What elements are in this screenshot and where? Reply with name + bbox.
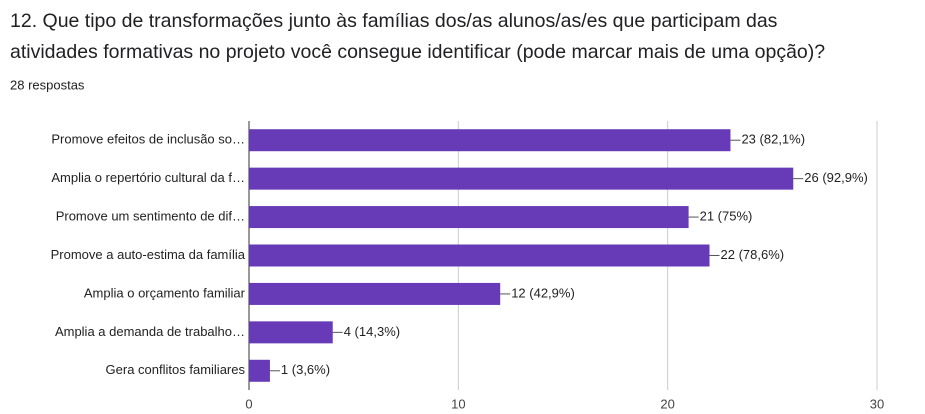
value-label: 23 (82,1%) [741,132,805,147]
bar [249,206,689,229]
value-label: 1 (3,6%) [281,362,330,377]
response-count: 28 respostas [10,77,85,92]
bar [249,244,710,267]
value-label: 21 (75%) [700,209,753,224]
bar [249,167,794,190]
y-tick-label: Promove efeitos de inclusão so… [51,132,245,147]
y-tick-label: Promove a auto-estima da família [51,247,246,262]
y-tick-label: Amplia o repertório cultural da f… [51,170,245,185]
bar [249,129,731,152]
value-label: 22 (78,6%) [721,247,785,262]
x-tick-label: 20 [660,396,674,411]
value-label: 12 (42,9%) [511,285,575,300]
value-label: 26 (92,9%) [804,170,868,185]
y-tick-label: Gera conflitos familiares [106,362,246,377]
y-tick-label: Amplia a demanda de trabalho… [55,324,245,339]
x-tick-label: 0 [245,396,252,411]
bar [249,321,333,344]
value-label: 4 (14,3%) [344,324,400,339]
bar [249,359,270,382]
chart-title: atividades formativas no projeto você co… [10,41,825,63]
bar [249,282,501,305]
y-tick-label: Amplia o orçamento familiar [84,285,246,300]
chart-title: 12. Que tipo de transformações junto às … [10,10,778,32]
x-tick-label: 30 [870,396,884,411]
y-tick-label: Promove um sentimento de dif… [56,209,245,224]
x-tick-label: 10 [451,396,465,411]
